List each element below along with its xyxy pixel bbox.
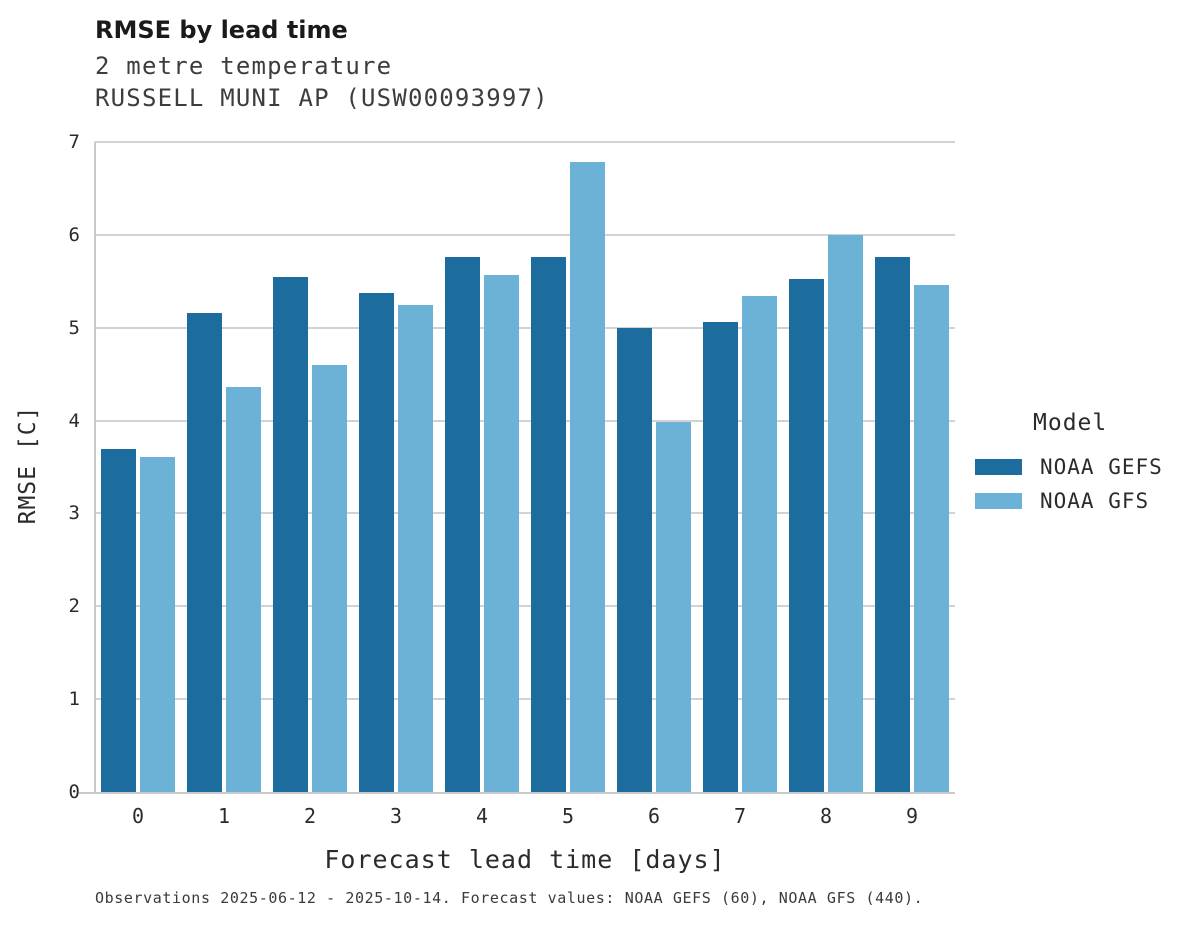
bar-noaa-gfs-lead4: [484, 274, 519, 792]
bar-noaa-gefs-lead8: [789, 279, 824, 792]
y-tick-label-0: 0: [68, 781, 80, 803]
legend-swatch-gfs-icon: [975, 493, 1022, 509]
x-axis-spine: [79, 792, 955, 794]
bar-noaa-gfs-lead3: [398, 305, 433, 792]
legend-title: Model: [1033, 410, 1108, 436]
bar-noaa-gefs-lead4: [445, 257, 480, 792]
gridline-y2: [95, 605, 955, 608]
x-tick-label-7: 7: [733, 804, 747, 828]
y-axis-label: RMSE [C]: [15, 405, 41, 525]
bar-noaa-gefs-lead2: [273, 276, 308, 792]
x-tick-label-9: 9: [905, 804, 919, 828]
footnote-observations: Observations 2025-06-12 - 2025-10-14. Fo…: [95, 889, 924, 907]
legend-label-gfs: NOAA GFS: [1040, 489, 1150, 513]
y-tick-label-7: 7: [68, 131, 80, 153]
bar-noaa-gefs-lead5: [531, 257, 566, 792]
bar-noaa-gfs-lead7: [742, 296, 777, 792]
legend-item-noaa-gefs: NOAA GEFS: [975, 450, 1195, 484]
bar-noaa-gefs-lead0: [101, 449, 136, 792]
bar-noaa-gfs-lead8: [828, 234, 863, 792]
legend: Model NOAA GEFS NOAA GFS: [975, 410, 1195, 518]
legend-item-noaa-gfs: NOAA GFS: [975, 484, 1195, 518]
bar-noaa-gfs-lead6: [656, 422, 691, 792]
legend-label-gefs: NOAA GEFS: [1040, 455, 1163, 479]
bar-noaa-gefs-lead3: [359, 293, 394, 792]
chart-subtitle-station: RUSSELL MUNI AP (USW00093997): [95, 84, 549, 112]
x-tick-label-2: 2: [303, 804, 317, 828]
gridline-y1: [95, 698, 955, 701]
gridline-y5: [95, 326, 955, 329]
x-tick-label-6: 6: [647, 804, 661, 828]
y-axis-spine: [94, 142, 96, 792]
bar-noaa-gfs-lead1: [226, 387, 261, 792]
bar-noaa-gefs-lead1: [187, 312, 222, 792]
x-tick-label-0: 0: [131, 804, 145, 828]
bar-noaa-gefs-lead7: [703, 322, 738, 792]
y-tick-label-1: 1: [68, 688, 80, 711]
y-tick-label-6: 6: [68, 223, 80, 246]
legend-swatch-gefs-icon: [975, 459, 1022, 475]
chart-title: RMSE by lead time: [95, 16, 348, 44]
gridline-y7: [95, 141, 955, 143]
bar-noaa-gfs-lead5: [570, 161, 605, 792]
x-tick-label-1: 1: [217, 804, 231, 828]
y-tick-label-2: 2: [68, 595, 80, 618]
bar-noaa-gefs-lead9: [875, 257, 910, 792]
x-tick-label-3: 3: [389, 804, 403, 828]
y-tick-label-4: 4: [68, 409, 80, 432]
bar-noaa-gfs-lead9: [914, 285, 949, 792]
bar-noaa-gfs-lead0: [140, 456, 175, 792]
x-tick-label-8: 8: [819, 804, 833, 828]
y-tick-label-3: 3: [68, 502, 80, 525]
x-axis-label: Forecast lead time [days]: [324, 845, 726, 874]
chart-subtitle-variable: 2 metre temperature: [95, 52, 393, 80]
y-tick-label-5: 5: [68, 316, 80, 339]
gridline-y4: [95, 419, 955, 422]
x-tick-label-5: 5: [561, 804, 575, 828]
bar-noaa-gefs-lead6: [617, 327, 652, 792]
gridline-y6: [95, 233, 955, 236]
bar-noaa-gfs-lead2: [312, 364, 347, 792]
x-tick-label-4: 4: [475, 804, 489, 828]
gridline-y3: [95, 512, 955, 515]
